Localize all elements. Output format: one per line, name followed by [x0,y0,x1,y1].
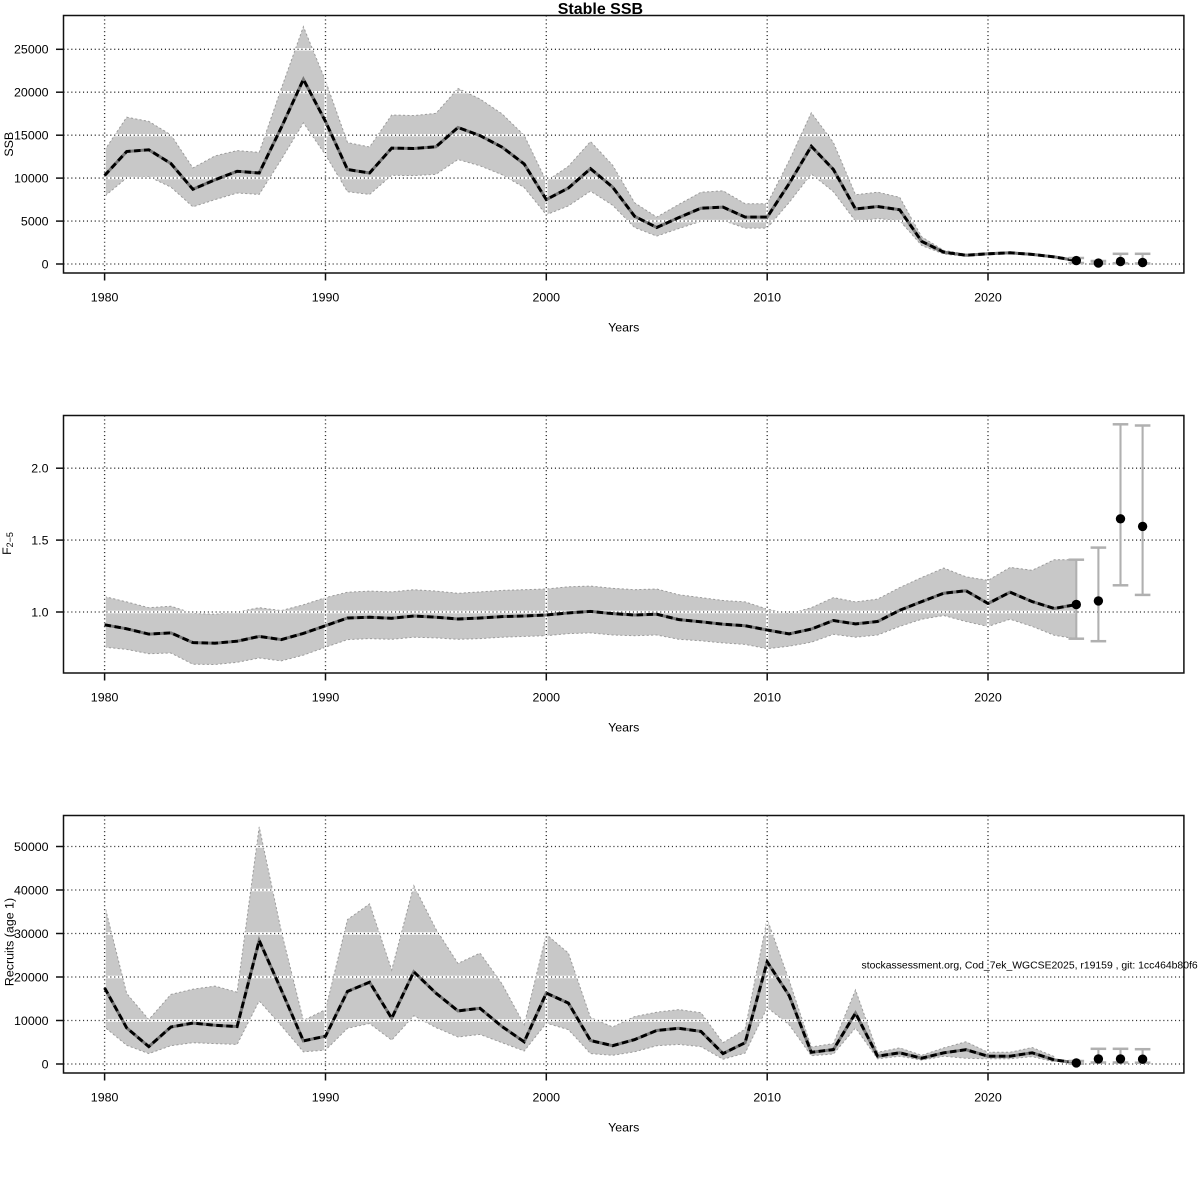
svg-text:Years: Years [608,321,639,335]
svg-text:1990: 1990 [312,1091,340,1105]
svg-text:0: 0 [42,257,49,271]
svg-text:2010: 2010 [753,1091,781,1105]
svg-text:5000: 5000 [21,215,49,229]
svg-text:2020: 2020 [974,1091,1002,1105]
svg-text:1.5: 1.5 [31,534,48,548]
svg-text:40000: 40000 [14,883,49,897]
svg-text:Stable SSB: Stable SSB [558,1,643,18]
svg-text:30000: 30000 [14,927,49,941]
svg-text:15000: 15000 [14,129,49,143]
svg-text:2020: 2020 [974,691,1002,705]
svg-text:2000: 2000 [533,1091,561,1105]
svg-text:1980: 1980 [91,291,119,305]
svg-text:Years: Years [608,721,639,735]
svg-text:2010: 2010 [753,291,781,305]
svg-text:2020: 2020 [974,291,1002,305]
svg-text:1990: 1990 [312,291,340,305]
svg-text:1980: 1980 [91,1091,119,1105]
svg-text:25000: 25000 [14,43,49,57]
svg-text:Years: Years [608,1121,639,1135]
svg-text:2000: 2000 [533,291,561,305]
svg-text:2000: 2000 [533,691,561,705]
svg-text:2010: 2010 [753,691,781,705]
svg-text:1.0: 1.0 [31,605,48,619]
svg-text:50000: 50000 [14,840,49,854]
svg-text:stockassessment.org, Cod_7ek_W: stockassessment.org, Cod_7ek_WGCSE2025, … [862,960,1198,971]
svg-text:1980: 1980 [91,691,119,705]
svg-text:10000: 10000 [14,1014,49,1028]
svg-text:10000: 10000 [14,172,49,186]
svg-text:2.0: 2.0 [31,462,48,476]
svg-text:0: 0 [42,1057,49,1071]
svg-text:20000: 20000 [14,970,49,984]
svg-text:SSB: SSB [2,132,16,157]
svg-text:Recruits (age 1): Recruits (age 1) [3,898,17,986]
svg-text:1990: 1990 [312,691,340,705]
svg-text:20000: 20000 [14,86,49,100]
